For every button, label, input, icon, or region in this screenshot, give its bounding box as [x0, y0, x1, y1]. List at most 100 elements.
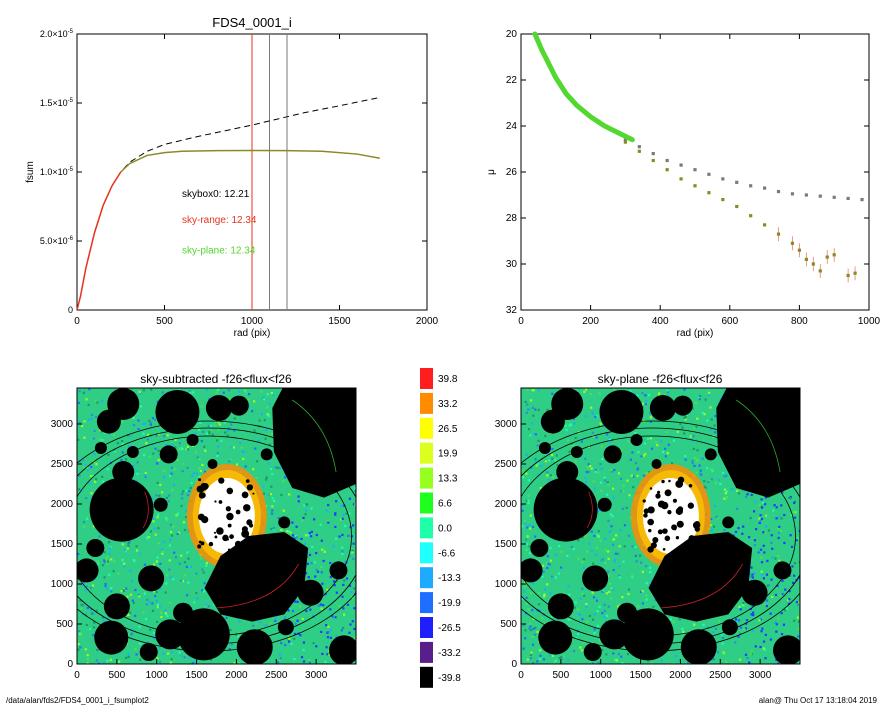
star-mask — [89, 477, 154, 542]
mu-point — [749, 184, 753, 188]
noise-pixel — [143, 422, 147, 425]
noise-pixel — [714, 627, 718, 630]
noise-pixel — [793, 619, 796, 622]
galaxy-mask-dot — [198, 492, 206, 499]
noise-pixel — [738, 605, 741, 608]
noise-pixel — [750, 649, 753, 653]
noise-pixel — [789, 534, 792, 537]
noise-pixel — [628, 588, 631, 591]
noise-pixel — [551, 447, 554, 451]
colorbar-label: 0.0 — [438, 523, 452, 534]
noise-pixel — [276, 466, 279, 469]
noise-pixel — [769, 612, 772, 615]
galaxy-mask-dot — [226, 512, 234, 521]
noise-pixel — [105, 562, 109, 565]
noise-pixel — [142, 611, 145, 614]
noise-pixel — [209, 430, 212, 433]
noise-pixel — [551, 654, 554, 657]
noise-pixel — [636, 468, 639, 471]
noise-pixel — [646, 437, 650, 440]
noise-pixel — [612, 652, 615, 655]
noise-pixel — [177, 531, 180, 534]
noise-pixel — [553, 661, 556, 664]
noise-pixel — [143, 592, 146, 595]
mu-point — [818, 269, 822, 273]
noise-pixel — [329, 608, 332, 611]
noise-pixel — [650, 579, 653, 583]
noise-pixel — [612, 543, 615, 546]
noise-pixel — [240, 446, 243, 449]
noise-pixel — [723, 488, 727, 491]
noise-pixel — [760, 517, 764, 521]
noise-pixel — [168, 494, 171, 497]
noise-pixel — [649, 420, 653, 423]
noise-pixel — [113, 560, 116, 563]
noise-pixel — [293, 537, 296, 540]
noise-pixel — [223, 419, 226, 422]
noise-pixel — [681, 426, 684, 429]
noise-pixel — [584, 476, 587, 479]
noise-pixel — [139, 405, 143, 408]
noise-pixel — [588, 464, 592, 468]
noise-pixel — [352, 503, 356, 506]
noise-pixel — [326, 588, 329, 591]
noise-pixel — [159, 611, 163, 614]
noise-pixel — [168, 559, 171, 562]
noise-pixel — [612, 388, 615, 391]
noise-pixel — [524, 522, 527, 525]
noise-pixel — [129, 569, 132, 573]
noise-pixel — [178, 442, 182, 445]
noise-pixel — [101, 564, 105, 567]
noise-pixel — [88, 418, 91, 421]
star-mask — [672, 395, 693, 416]
star-mask — [773, 635, 800, 664]
noise-pixel — [696, 417, 699, 420]
noise-pixel — [548, 479, 551, 482]
noise-pixel — [334, 513, 337, 516]
noise-pixel — [658, 393, 661, 396]
noise-pixel — [155, 590, 158, 594]
mu-point — [804, 193, 808, 197]
noise-pixel — [786, 598, 790, 602]
noise-pixel — [562, 655, 565, 658]
mu-point — [735, 180, 739, 184]
noise-pixel — [795, 540, 798, 543]
noise-pixel — [582, 566, 586, 569]
galaxy-mask-dot — [664, 535, 671, 542]
noise-pixel — [222, 419, 225, 422]
noise-pixel — [744, 495, 748, 498]
noise-pixel — [701, 411, 704, 414]
image-xtick-label: 2500 — [709, 670, 732, 681]
noise-pixel — [144, 617, 148, 621]
noise-pixel — [306, 562, 310, 565]
mu-series — [623, 140, 857, 283]
noise-pixel — [534, 433, 538, 436]
noise-pixel — [123, 549, 126, 552]
colorbar: 39.833.226.519.913.36.60.0-6.6-13.3-19.9… — [420, 368, 461, 688]
star-mask — [159, 445, 178, 464]
noise-pixel — [329, 628, 332, 632]
galaxy-mask-dot — [225, 506, 231, 512]
mu-xtick-label: 400 — [652, 316, 669, 327]
noise-pixel — [258, 620, 261, 624]
noise-pixel — [329, 575, 332, 579]
mu-point — [832, 253, 836, 257]
noise-pixel — [317, 604, 320, 607]
galaxy-mask-dot — [694, 526, 700, 532]
noise-pixel — [195, 591, 198, 595]
noise-pixel — [186, 466, 189, 469]
colorbar-swatch — [420, 392, 433, 414]
noise-pixel — [644, 453, 647, 456]
noise-pixel — [629, 458, 632, 461]
noise-pixel — [320, 630, 323, 634]
noise-pixel — [85, 517, 89, 520]
noise-pixel — [287, 640, 291, 643]
fsum-xtick-label: 2000 — [416, 316, 439, 327]
noise-pixel — [606, 493, 609, 496]
mu-point — [623, 138, 627, 142]
galaxy-mask-dot — [198, 478, 202, 482]
colorbar-swatch — [420, 617, 433, 638]
noise-pixel — [335, 635, 338, 638]
noise-pixel — [564, 424, 567, 427]
noise-pixel — [200, 439, 203, 443]
